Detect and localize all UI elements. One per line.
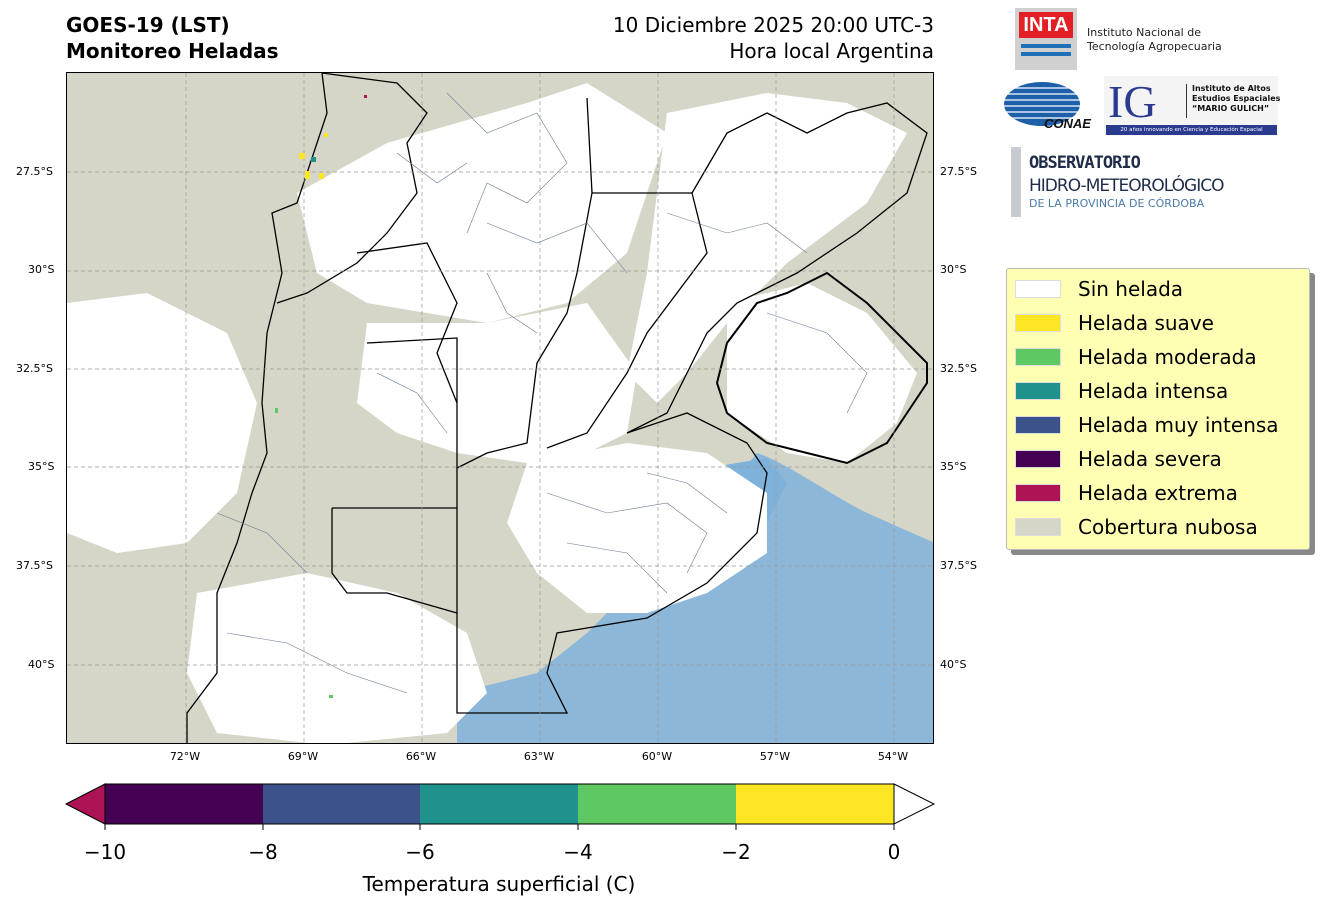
observatorio-province: DE LA PROVINCIA DE CÓRDOBA xyxy=(1029,197,1205,210)
lat-label-left-6: 40°S xyxy=(28,658,55,671)
lon-label-1: 72°W xyxy=(169,750,201,763)
observatorio-bar xyxy=(1011,147,1021,217)
legend-swatch xyxy=(1015,484,1061,502)
legend-label: Helada moderada xyxy=(1078,345,1257,369)
colorbar-tick-label: −6 xyxy=(405,840,435,864)
lat-label-left-3: 32.5°S xyxy=(16,362,53,375)
lat-label-right-4: 35°S xyxy=(940,460,967,473)
colorbar xyxy=(64,783,936,830)
lon-label-2: 69°W xyxy=(287,750,319,763)
date-block: 10 Diciembre 2025 20:00 UTC-3 Hora local… xyxy=(613,12,934,64)
colorbar-segment-2 xyxy=(263,784,420,824)
atlantic-water xyxy=(457,453,933,743)
lon-label-7: 54°W xyxy=(877,750,909,763)
inta-name-line-2: Tecnología Agropecuaria xyxy=(1087,40,1222,53)
colorbar-segment-4 xyxy=(578,784,736,824)
legend-label: Helada suave xyxy=(1078,311,1214,335)
inta-name: Instituto Nacional de Tecnología Agropec… xyxy=(1087,26,1222,54)
colorbar-segment-3 xyxy=(420,784,578,824)
legend-label: Helada extrema xyxy=(1078,481,1238,505)
inta-mark: INTA xyxy=(1019,12,1073,38)
map-svg xyxy=(67,73,933,743)
clear-region-west xyxy=(67,293,257,553)
graticule xyxy=(67,73,933,743)
clear-region-patagonia xyxy=(187,573,487,743)
clear-region-central xyxy=(357,303,637,463)
colorbar-tick-label: −8 xyxy=(248,840,278,864)
legend-label: Helada severa xyxy=(1078,447,1222,471)
legend-swatch xyxy=(1015,518,1061,536)
ig-tagline: 20 años innovando en Ciencia y Educación… xyxy=(1106,125,1277,135)
conae-logo: CONAE xyxy=(1004,78,1091,134)
legend-label: Helada intensa xyxy=(1078,379,1229,403)
legend-label: Sin helada xyxy=(1078,277,1184,301)
province-borders xyxy=(186,73,928,743)
lat-label-right-6: 40°S xyxy=(940,658,967,671)
title-line-1: GOES-19 (LST) xyxy=(66,13,230,37)
legend-swatch xyxy=(1015,382,1061,400)
lon-label-5: 60°W xyxy=(641,750,673,763)
clear-region-uruguay xyxy=(727,283,917,463)
colorbar-ticks xyxy=(104,824,895,830)
clear-region-north xyxy=(297,83,667,323)
colorbar-label: Temperatura superficial (C) xyxy=(362,872,636,896)
lat-label-left-1: 27.5°S xyxy=(16,165,53,178)
legend-label: Helada muy intensa xyxy=(1078,413,1279,437)
lon-label-6: 57°W xyxy=(759,750,791,763)
lat-label-left-4: 35°S xyxy=(28,460,55,473)
lat-label-right-1: 27.5°S xyxy=(940,165,977,178)
frost-map xyxy=(66,72,934,744)
conae-globe-icon xyxy=(1004,82,1080,126)
frost-spots xyxy=(275,95,367,698)
colorbar-segment-5 xyxy=(736,784,894,824)
colorbar-tick-label: −2 xyxy=(721,840,751,864)
legend-swatch xyxy=(1015,280,1061,298)
legend-label: Cobertura nubosa xyxy=(1078,515,1258,539)
inta-logo: INTA xyxy=(1015,8,1077,70)
colorbar-tick-label: −4 xyxy=(563,840,593,864)
colorbar-frame xyxy=(104,783,895,825)
lat-label-left-5: 37.5°S xyxy=(16,559,53,572)
title-line-2: Monitoreo Heladas xyxy=(66,39,279,63)
conae-mark: CONAE xyxy=(1044,116,1091,131)
lat-label-right-2: 30°S xyxy=(940,263,967,276)
date-line: 10 Diciembre 2025 20:00 UTC-3 xyxy=(612,13,934,37)
district-lines xyxy=(216,92,868,694)
observatorio-title: OBSERVATORIO xyxy=(1029,153,1141,173)
lat-label-right-3: 32.5°S xyxy=(940,362,977,375)
clear-region-east xyxy=(627,93,907,403)
inta-stripe-2 xyxy=(1021,52,1071,56)
legend-swatch xyxy=(1015,314,1061,332)
ig-mark: IG xyxy=(1108,76,1157,127)
frost-legend: Sin helada Helada suave Helada moderada … xyxy=(1006,268,1310,550)
lat-label-left-2: 30°S xyxy=(28,263,55,276)
lon-label-3: 66°W xyxy=(405,750,437,763)
inta-stripe-1 xyxy=(1021,44,1071,48)
legend-swatch xyxy=(1015,416,1061,434)
lat-label-right-5: 37.5°S xyxy=(940,559,977,572)
legend-swatch xyxy=(1015,348,1061,366)
ig-line-1: Instituto de Altos xyxy=(1192,84,1271,93)
ig-line-2: Estudios Espaciales xyxy=(1192,94,1281,103)
ig-name: Instituto de Altos Estudios Espaciales “… xyxy=(1192,84,1280,114)
clear-region-pampa xyxy=(507,443,767,613)
ig-line-3: “MARIO GULICH” xyxy=(1192,104,1270,113)
colorbar-under-arrow xyxy=(64,783,106,825)
lon-label-4: 63°W xyxy=(523,750,555,763)
map-title: GOES-19 (LST) Monitoreo Heladas xyxy=(66,12,279,64)
colorbar-over-arrow xyxy=(893,783,936,825)
time-note: Hora local Argentina xyxy=(729,39,934,63)
ig-divider xyxy=(1186,84,1187,118)
legend-swatch xyxy=(1015,450,1061,468)
colorbar-segment-1 xyxy=(105,784,263,824)
colorbar-tick-label: 0 xyxy=(887,840,901,864)
inta-name-line-1: Instituto Nacional de xyxy=(1087,26,1201,39)
colorbar-tick-label: −10 xyxy=(83,840,127,864)
observatorio-subtitle: HIDRO-METEOROLÓGICO xyxy=(1029,176,1224,196)
